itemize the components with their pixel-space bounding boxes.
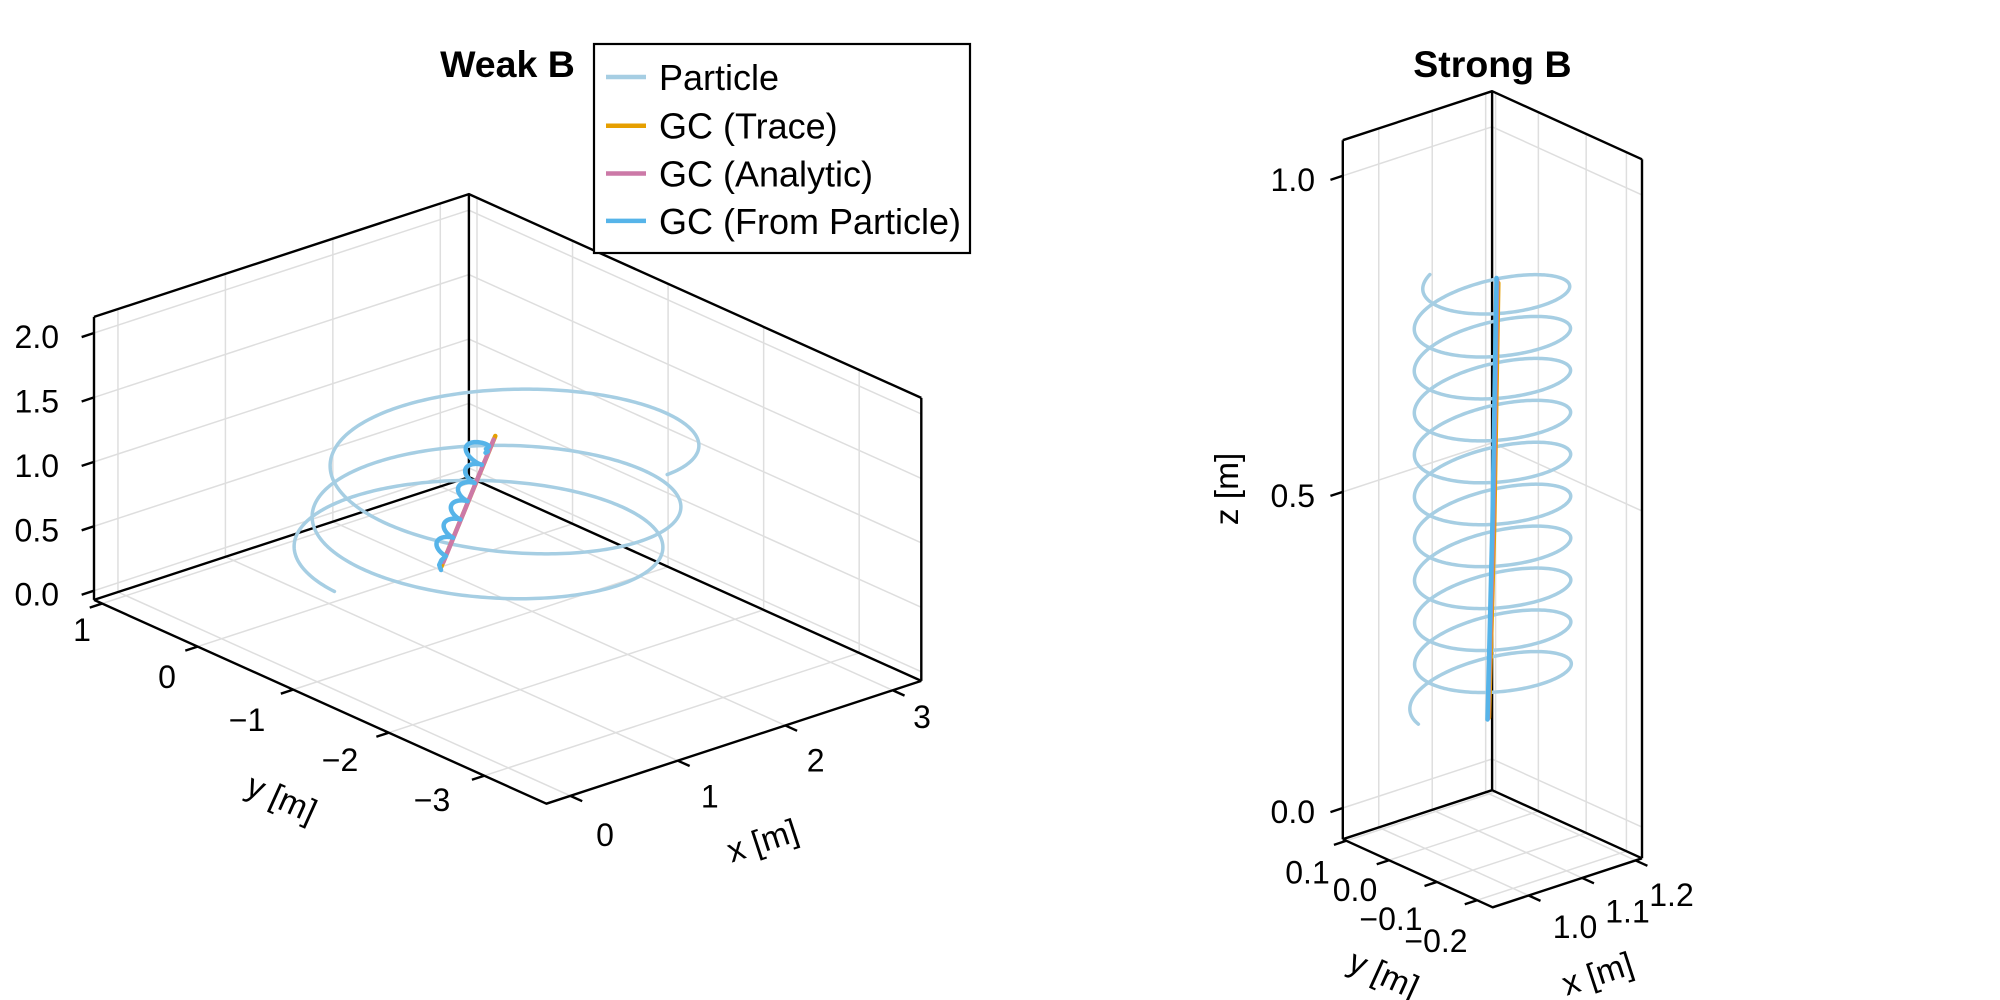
- svg-text:1.1: 1.1: [1605, 894, 1649, 930]
- svg-text:0.5: 0.5: [15, 512, 59, 548]
- svg-text:z [m]: z [m]: [1209, 453, 1246, 526]
- svg-text:3: 3: [913, 699, 931, 735]
- svg-text:1: 1: [701, 778, 719, 814]
- svg-text:0.0: 0.0: [15, 577, 59, 613]
- svg-text:2: 2: [807, 743, 825, 779]
- svg-text:−0.1: −0.1: [1359, 901, 1422, 937]
- svg-text:−0.2: −0.2: [1404, 923, 1467, 959]
- svg-text:0.1: 0.1: [1285, 855, 1329, 891]
- svg-text:1.0: 1.0: [1271, 162, 1315, 198]
- svg-text:Strong B: Strong B: [1413, 43, 1571, 85]
- svg-text:0.0: 0.0: [1333, 872, 1377, 908]
- svg-text:1.2: 1.2: [1649, 877, 1693, 913]
- svg-text:GC (Trace): GC (Trace): [659, 106, 838, 147]
- svg-text:GC (Analytic): GC (Analytic): [659, 154, 873, 195]
- svg-text:0: 0: [158, 659, 176, 695]
- svg-text:1: 1: [73, 612, 91, 648]
- svg-text:−3: −3: [414, 782, 450, 818]
- svg-text:0: 0: [596, 817, 614, 853]
- svg-text:Particle: Particle: [659, 57, 779, 98]
- svg-text:1.5: 1.5: [15, 383, 59, 419]
- svg-text:−1: −1: [229, 702, 265, 738]
- svg-text:Weak B: Weak B: [440, 43, 575, 85]
- svg-text:2.0: 2.0: [15, 319, 59, 355]
- svg-text:0.5: 0.5: [1271, 478, 1315, 514]
- svg-text:GC (From Particle): GC (From Particle): [659, 201, 961, 242]
- svg-text:0.0: 0.0: [1271, 794, 1315, 830]
- svg-text:1.0: 1.0: [1553, 909, 1597, 945]
- svg-text:1.0: 1.0: [15, 448, 59, 484]
- svg-text:−2: −2: [322, 742, 358, 778]
